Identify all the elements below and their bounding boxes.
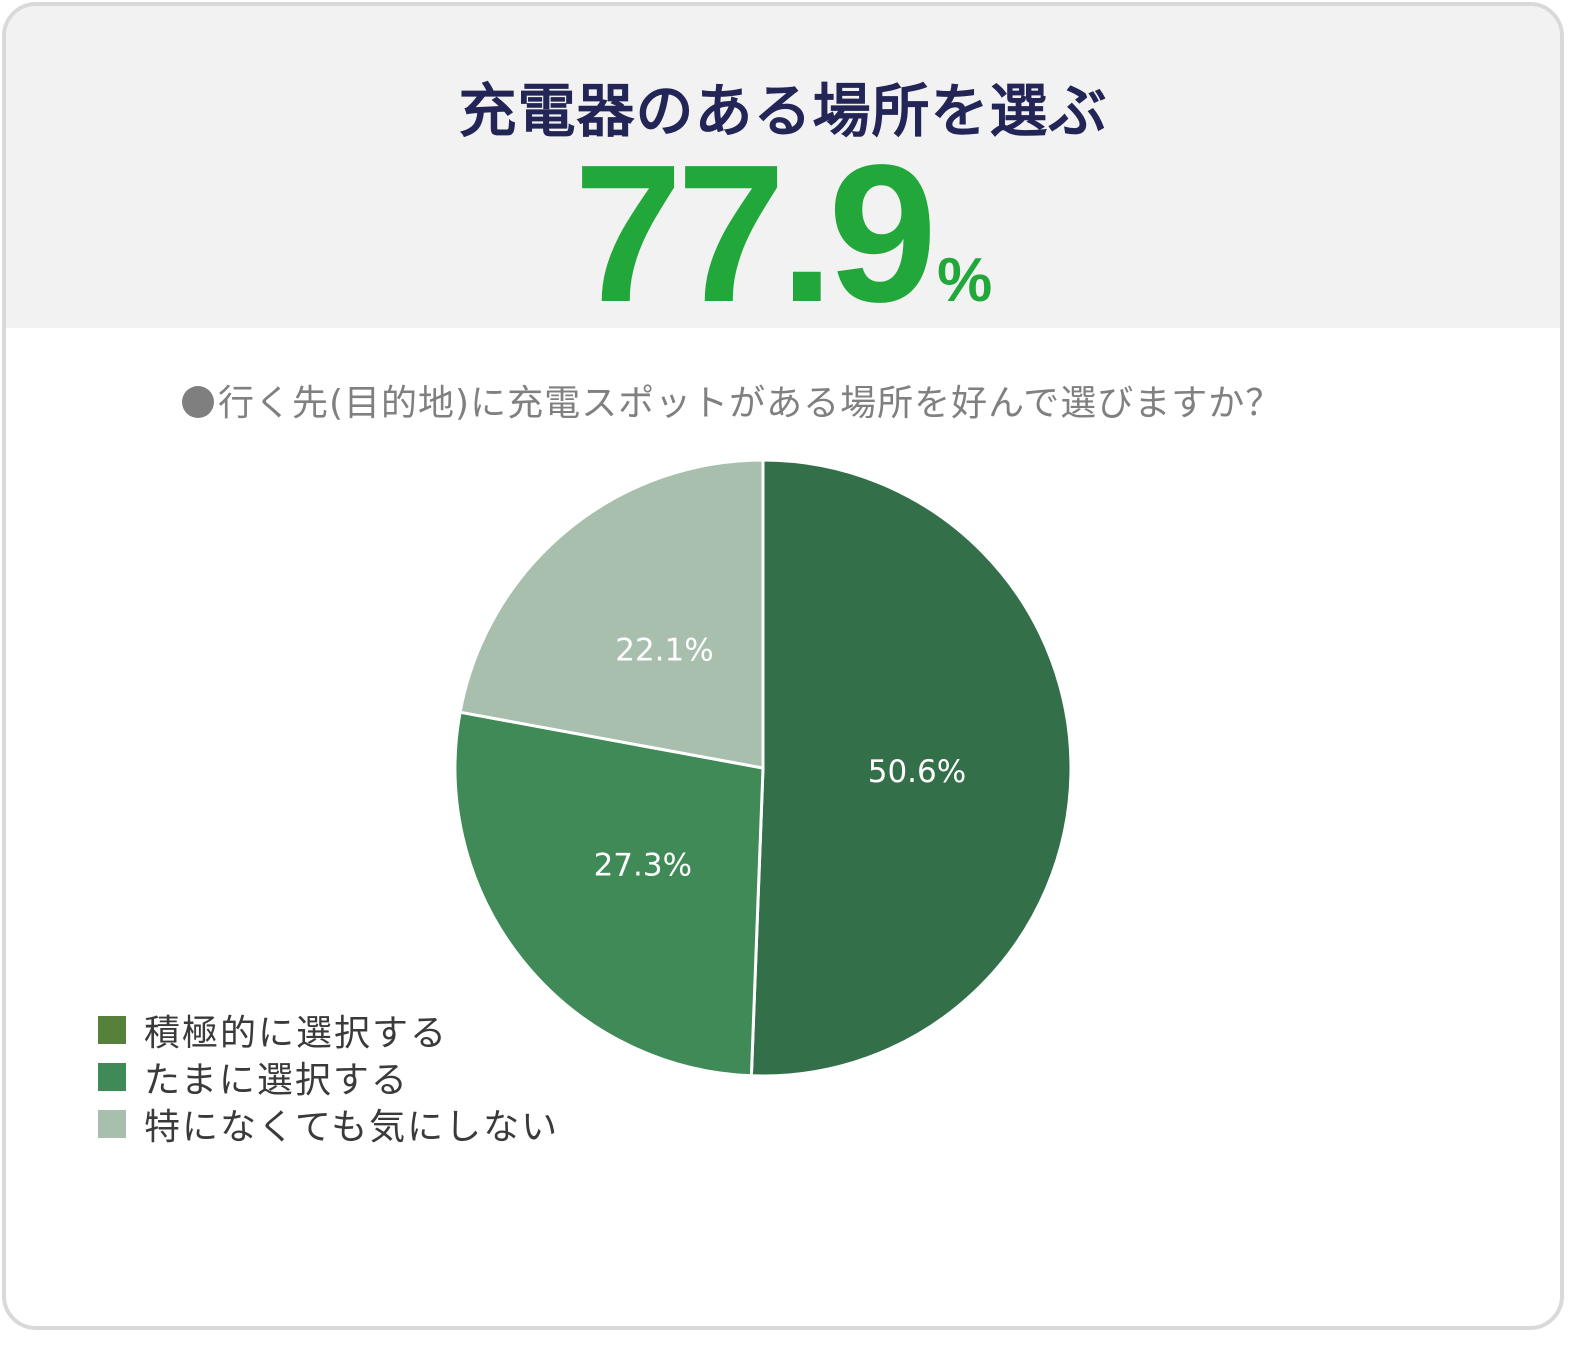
legend-item-2: たまに選択する [98, 1053, 559, 1101]
card-header: 充電器のある場所を選ぶ 77.9% [6, 6, 1560, 332]
legend-label: 積極的に選択する [144, 1012, 449, 1054]
big-number: 77.9 [573, 124, 937, 343]
slice-label-3: 22.1% [615, 633, 713, 669]
legend-item-3: 特になくても気にしない [98, 1100, 560, 1148]
legend-swatch [98, 1062, 126, 1091]
slice-label-2: 27.3% [594, 847, 692, 883]
legend-item-1: 積極的に選択する [98, 1006, 559, 1054]
pie-chart: 50.6% 27.3% 22.1% [453, 458, 1073, 1078]
chart-legend: 積極的に選択する たまに選択する特になくても気にしない [98, 1006, 560, 1148]
legend-label: 特になくても気にしない [144, 1106, 560, 1148]
big-percentage: 77.9% [6, 136, 1560, 332]
survey-question: 行く先(目的地)に充電スポットがある場所を好んで選びますか？ [182, 374, 1282, 426]
bullet-icon [182, 386, 214, 418]
big-unit: % [937, 246, 993, 315]
question-text: 行く先(目的地)に充電スポットがある場所を好んで選びますか？ [218, 383, 1283, 424]
pie-slice-2 [453, 710, 765, 1078]
legend-label: たまに選択する [144, 1059, 409, 1101]
legend-swatch [98, 1109, 126, 1138]
headline: 充電器のある場所を選ぶ [458, 77, 1108, 145]
pie-slice-3 [458, 458, 765, 770]
survey-card: 充電器のある場所を選ぶ 77.9% 行く先(目的地)に充電スポットがある場所を好… [2, 2, 1564, 1330]
slice-label-1: 50.6% [868, 754, 966, 790]
legend-swatch [98, 1015, 126, 1044]
pie-slice-1 [749, 458, 1073, 1078]
